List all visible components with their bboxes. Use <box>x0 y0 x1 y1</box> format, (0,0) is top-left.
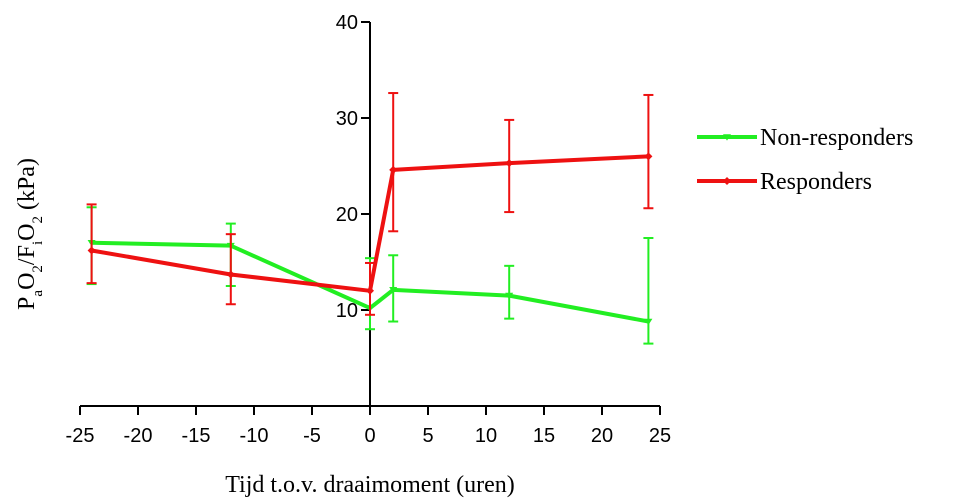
y-axis-title-part: (kPa) <box>14 158 40 216</box>
legend-item: Non-responders <box>697 125 913 151</box>
x-tick-label: 5 <box>422 425 433 447</box>
series-line <box>91 240 649 324</box>
x-tick-label: 0 <box>364 425 375 447</box>
x-tick-label: -10 <box>240 425 269 447</box>
legend-item: Responders <box>697 169 872 195</box>
x-tick-label: -5 <box>303 425 321 447</box>
axes: -25 -20 -15 -10 -5 0 5 10 15 20 25 10 20 30 40 <box>66 12 672 447</box>
diamond-marker <box>389 165 398 174</box>
triangle-marker <box>723 134 731 141</box>
diamond-marker <box>366 286 374 295</box>
diamond-marker <box>505 159 514 168</box>
x-tick-label: -15 <box>182 425 211 447</box>
y-tick-label: 40 <box>336 12 358 34</box>
y-axis-title-part: 2 <box>30 265 46 273</box>
y-axis-title-part: i <box>30 241 46 245</box>
x-tick-label: 20 <box>591 425 613 447</box>
triangle-marker <box>389 287 398 294</box>
series-line <box>91 154 649 293</box>
x-tick-label: -20 <box>124 425 153 447</box>
y-axis-title-part: /F <box>14 245 40 265</box>
y-axis-title-part: a <box>30 290 46 297</box>
diamond-marker <box>226 270 235 279</box>
triangle-marker <box>644 318 653 326</box>
series-responders <box>86 92 654 316</box>
x-tick-label: 15 <box>533 425 555 447</box>
y-tick-label: 20 <box>336 204 358 226</box>
diamond-marker <box>644 152 653 161</box>
y-axis-title-part: O <box>14 224 40 241</box>
series-layer <box>86 92 654 345</box>
y-axis-title-part: 2 <box>30 216 46 224</box>
y-axis-title-part: O <box>14 273 40 290</box>
x-tick-label: 10 <box>475 425 497 447</box>
legend-label: Responders <box>760 169 872 195</box>
y-tick-label: 30 <box>336 108 358 130</box>
y-axis-title-part: P <box>14 297 40 310</box>
legend-label: Non-responders <box>760 125 913 151</box>
y-tick-label: 10 <box>336 300 358 322</box>
x-tick-label: 25 <box>649 425 671 447</box>
legend: Non-responders Responders <box>697 125 913 195</box>
x-tick-label: -25 <box>66 425 95 447</box>
y-axis-title: PaO2/FiO2 (kPa) <box>14 158 46 310</box>
diamond-marker <box>87 246 96 255</box>
diamond-marker <box>723 177 731 185</box>
x-axis-title: Tijd t.o.v. draaimoment (uren) <box>225 472 515 498</box>
triangle-marker <box>505 292 514 300</box>
